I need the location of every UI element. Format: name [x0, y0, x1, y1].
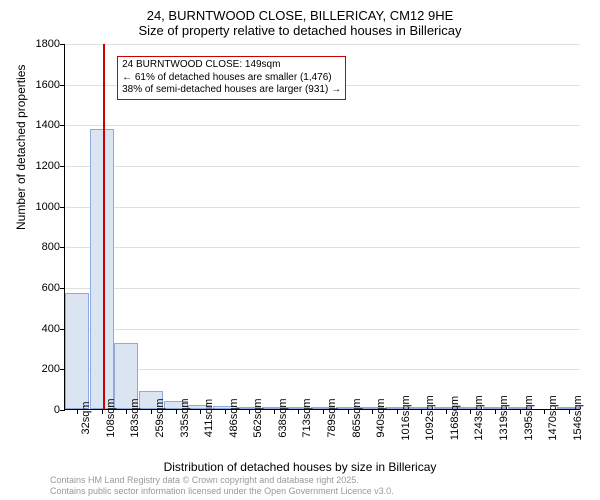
grid-line — [65, 369, 580, 370]
x-tick-label: 411sqm — [203, 399, 215, 437]
x-tick-label: 1092sqm — [424, 395, 436, 440]
x-tick-label: 1168sqm — [449, 396, 461, 440]
y-tick-label: 1000 — [30, 201, 60, 213]
y-tick-label: 800 — [30, 241, 60, 253]
y-tick-mark — [60, 85, 65, 86]
x-tick-label: 713sqm — [301, 398, 313, 437]
chart-title-sub: Size of property relative to detached ho… — [0, 23, 600, 42]
y-tick-mark — [60, 125, 65, 126]
x-tick-mark — [274, 409, 275, 414]
x-tick-mark — [126, 409, 127, 414]
annotation-line-1: 24 BURNTWOOD CLOSE: 149sqm — [122, 59, 341, 72]
x-tick-mark — [421, 409, 422, 414]
x-tick-mark — [225, 409, 226, 414]
y-tick-label: 1600 — [30, 79, 60, 91]
x-tick-mark — [495, 409, 496, 414]
footer-line-1: Contains HM Land Registry data © Crown c… — [50, 475, 394, 486]
y-tick-mark — [60, 247, 65, 248]
y-tick-label: 1800 — [30, 38, 60, 50]
x-tick-mark — [372, 409, 373, 414]
y-tick-mark — [60, 288, 65, 289]
chart-title-main: 24, BURNTWOOD CLOSE, BILLERICAY, CM12 9H… — [0, 0, 600, 23]
grid-line — [65, 207, 580, 208]
y-tick-label: 600 — [30, 282, 60, 294]
x-tick-label: 1319sqm — [498, 395, 510, 440]
y-tick-label: 200 — [30, 363, 60, 375]
property-marker-line — [103, 44, 105, 409]
x-tick-mark — [323, 409, 324, 414]
x-tick-label: 1470sqm — [547, 395, 559, 440]
x-tick-mark — [77, 409, 78, 414]
x-tick-label: 1016sqm — [400, 395, 412, 440]
y-tick-label: 1400 — [30, 119, 60, 131]
x-tick-label: 1546sqm — [572, 395, 584, 440]
grid-line — [65, 166, 580, 167]
x-tick-label: 789sqm — [326, 398, 338, 437]
annotation-box: 24 BURNTWOOD CLOSE: 149sqm← 61% of detac… — [117, 56, 346, 100]
histogram-bar — [90, 129, 114, 409]
x-tick-mark — [397, 409, 398, 414]
x-tick-label: 486sqm — [228, 398, 240, 437]
y-tick-mark — [60, 410, 65, 411]
x-tick-mark — [200, 409, 201, 414]
x-tick-mark — [102, 409, 103, 414]
x-tick-label: 865sqm — [351, 398, 363, 437]
x-tick-mark — [544, 409, 545, 414]
x-tick-mark — [176, 409, 177, 414]
grid-line — [65, 288, 580, 289]
y-axis-label: Number of detached properties — [14, 65, 28, 230]
grid-line — [65, 247, 580, 248]
annotation-line-3: 38% of semi-detached houses are larger (… — [122, 84, 341, 97]
x-tick-mark — [569, 409, 570, 414]
footer-attribution: Contains HM Land Registry data © Crown c… — [50, 475, 394, 497]
plot-area: 24 BURNTWOOD CLOSE: 149sqm← 61% of detac… — [64, 44, 580, 410]
x-tick-mark — [151, 409, 152, 414]
y-tick-label: 0 — [30, 404, 60, 416]
x-tick-label: 32sqm — [80, 401, 92, 434]
x-tick-mark — [249, 409, 250, 414]
x-tick-label: 335sqm — [179, 398, 191, 437]
grid-line — [65, 44, 580, 45]
x-tick-mark — [446, 409, 447, 414]
y-tick-label: 400 — [30, 323, 60, 335]
x-axis-label: Distribution of detached houses by size … — [0, 460, 600, 474]
grid-line — [65, 329, 580, 330]
annotation-line-2: ← 61% of detached houses are smaller (1,… — [122, 72, 341, 85]
y-tick-mark — [60, 44, 65, 45]
grid-line — [65, 125, 580, 126]
y-tick-label: 1200 — [30, 160, 60, 172]
x-tick-label: 638sqm — [277, 398, 289, 437]
y-tick-mark — [60, 166, 65, 167]
x-tick-label: 108sqm — [105, 398, 117, 437]
x-tick-label: 940sqm — [375, 398, 387, 437]
x-tick-mark — [298, 409, 299, 414]
x-tick-label: 1243sqm — [473, 395, 485, 440]
x-tick-label: 1395sqm — [523, 395, 535, 440]
x-tick-mark — [348, 409, 349, 414]
x-tick-mark — [470, 409, 471, 414]
footer-line-2: Contains public sector information licen… — [50, 486, 394, 497]
x-tick-label: 183sqm — [129, 398, 141, 437]
x-tick-label: 259sqm — [154, 398, 166, 437]
x-tick-label: 562sqm — [252, 398, 264, 437]
histogram-bar — [65, 293, 89, 409]
x-tick-mark — [520, 409, 521, 414]
y-tick-mark — [60, 207, 65, 208]
